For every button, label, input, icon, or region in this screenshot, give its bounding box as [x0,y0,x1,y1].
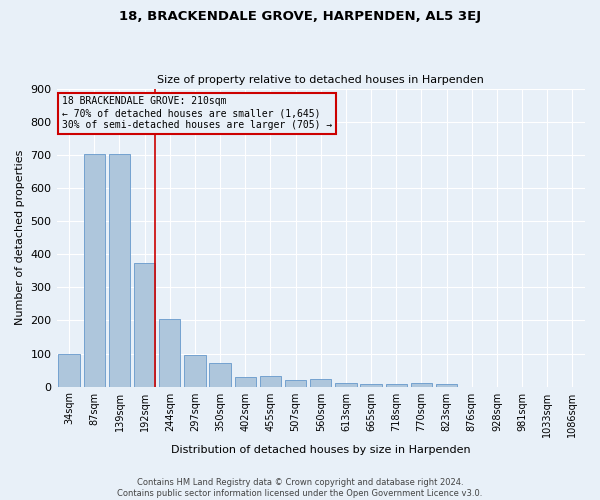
Bar [436,384,457,386]
Text: 18 BRACKENDALE GROVE: 210sqm
← 70% of detached houses are smaller (1,645)
30% of: 18 BRACKENDALE GROVE: 210sqm ← 70% of de… [62,96,332,130]
Bar [310,380,331,386]
Text: Contains HM Land Registry data © Crown copyright and database right 2024.
Contai: Contains HM Land Registry data © Crown c… [118,478,482,498]
Bar [109,154,130,386]
Bar [184,355,206,386]
Bar [58,354,80,386]
Bar [235,376,256,386]
Bar [83,154,105,386]
Bar [285,380,307,386]
Text: 18, BRACKENDALE GROVE, HARPENDEN, AL5 3EJ: 18, BRACKENDALE GROVE, HARPENDEN, AL5 3E… [119,10,481,23]
Bar [260,376,281,386]
Bar [209,364,231,386]
Bar [386,384,407,386]
Y-axis label: Number of detached properties: Number of detached properties [15,150,25,326]
Bar [159,319,181,386]
Bar [335,383,356,386]
X-axis label: Distribution of detached houses by size in Harpenden: Distribution of detached houses by size … [171,445,470,455]
Title: Size of property relative to detached houses in Harpenden: Size of property relative to detached ho… [157,76,484,86]
Bar [134,262,155,386]
Bar [411,383,432,386]
Bar [361,384,382,386]
